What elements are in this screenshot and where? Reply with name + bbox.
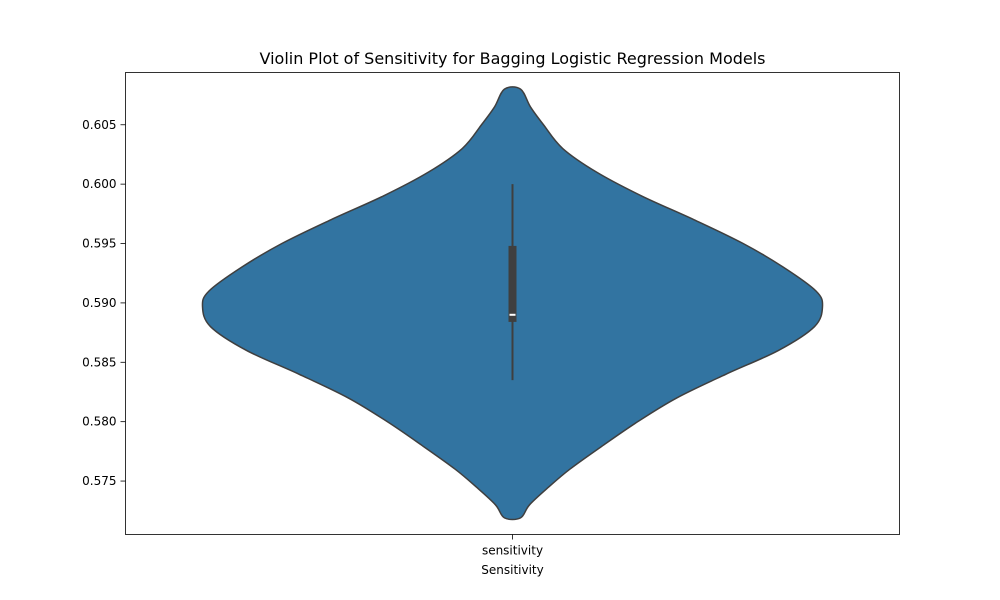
chart-title: Violin Plot of Sensitivity for Bagging L…: [259, 49, 765, 68]
iqr-box: [508, 245, 517, 322]
y-tick-label: 0.580: [82, 415, 116, 429]
y-tick-label: 0.590: [82, 296, 116, 310]
y-tick-label: 0.605: [82, 118, 116, 132]
violin-layer: [201, 86, 824, 521]
y-axis-ticks: 0.575 0.580 0.585 0.590 0.595 0.600 0.605: [82, 118, 126, 488]
x-axis-label: Sensitivity: [481, 563, 543, 577]
y-tick-label: 0.575: [82, 474, 116, 488]
y-tick-label: 0.595: [82, 237, 116, 251]
y-tick-label: 0.585: [82, 355, 116, 369]
y-tick-label: 0.600: [82, 177, 116, 191]
x-tick-label: sensitivity: [482, 544, 543, 558]
plot-frame: [125, 72, 900, 535]
x-axis-ticks: sensitivity: [482, 534, 543, 558]
